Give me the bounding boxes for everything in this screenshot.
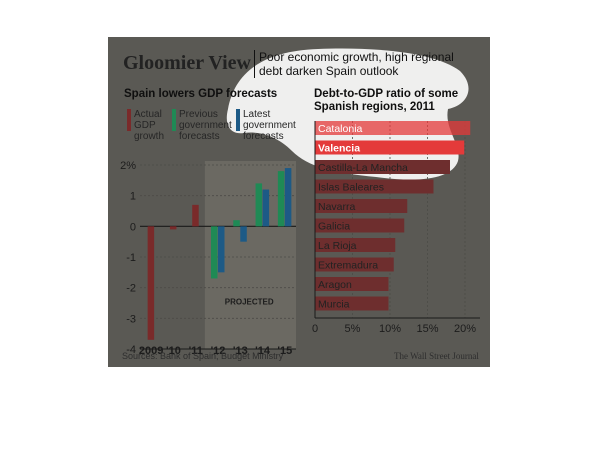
category-label: Galicia: [318, 221, 350, 233]
projected-annotation: PROJECTED: [225, 298, 274, 307]
bar-14-1: [255, 183, 263, 227]
bar-catalonia: [315, 121, 471, 135]
bar-13-2: [240, 226, 247, 242]
bar-castilla-la-mancha: [315, 160, 450, 174]
bar-islas-baleares: [315, 179, 434, 194]
bar-aragon: [315, 277, 389, 291]
y-tick-label: 2%: [120, 160, 136, 172]
legend-swatch-latest: [236, 109, 240, 131]
x-tick-label: 5%: [345, 323, 361, 335]
category-label: Castilla-La Mancha: [318, 162, 408, 174]
bar-la-rioja: [315, 238, 396, 252]
y-tick-label: 1: [130, 191, 136, 203]
x-tick-label: 20%: [454, 323, 476, 335]
category-label: Extremadura: [318, 260, 378, 272]
credit: The Wall Street Journal: [394, 351, 479, 361]
category-label: Aragon: [318, 279, 352, 291]
category-label: Valencia: [318, 143, 360, 155]
source-note: Sources: Bank of Spain; Budget Ministry: [122, 351, 284, 361]
y-tick-label: -1: [126, 252, 136, 264]
bar-2009-0: [147, 226, 155, 340]
bar-12-2: [218, 226, 225, 273]
page-subtitle: Poor economic growth, high regional debt…: [254, 50, 459, 78]
bar-extremadura: [315, 257, 394, 272]
infographic-panel: Gloomier View Poor economic growth, high…: [108, 37, 490, 367]
bar-13-1: [233, 220, 240, 227]
legend-swatch-actual: [127, 109, 131, 131]
x-tick-label: 15%: [416, 323, 438, 335]
gdp-chart-title: Spain lowers GDP forecasts: [124, 88, 278, 100]
bar-15-1: [277, 171, 285, 227]
x-tick-label: 10%: [379, 323, 401, 335]
bar-10-0: [169, 226, 177, 230]
bar-15-2: [284, 168, 292, 227]
legend-label-previous: Previous government forecasts: [179, 109, 232, 142]
debt-chart: 0 5% 10% 15% 20% Catalonia Valencia Castilla-La…: [312, 121, 480, 335]
category-label: La Rioja: [318, 240, 357, 252]
category-label: Catalonia: [318, 123, 363, 135]
legend-swatch-previous: [172, 109, 176, 131]
category-label: Navarra: [318, 201, 356, 213]
bar-galicia: [315, 218, 405, 233]
category-label: Murcia: [318, 299, 350, 311]
y-tick-label: -4: [126, 344, 136, 354]
debt-chart-title: Debt-to-GDP ratio of some Spanish region…: [314, 88, 459, 113]
category-label: Islas Baleares: [318, 182, 384, 194]
bar-navarra: [315, 199, 408, 213]
legend-label-actual: Actual GDP growth: [134, 109, 165, 142]
y-tick-label: -3: [126, 313, 136, 325]
legend-label-latest: Latest government forecasts: [243, 109, 296, 142]
bar-14-2: [262, 189, 270, 227]
page-title: Gloomier View: [123, 52, 251, 74]
y-tick-label: 0: [130, 221, 136, 233]
bar-11-0: [192, 204, 199, 227]
bar-valencia: [315, 140, 465, 155]
bar-12-1: [211, 226, 218, 279]
x-tick-label: 0: [312, 323, 318, 335]
gdp-chart: 2%10-1-2-3-4PROJECTED2009'10'11'12'13'14…: [120, 160, 296, 354]
y-tick-label: -2: [126, 283, 136, 295]
bar-murcia: [315, 296, 389, 311]
